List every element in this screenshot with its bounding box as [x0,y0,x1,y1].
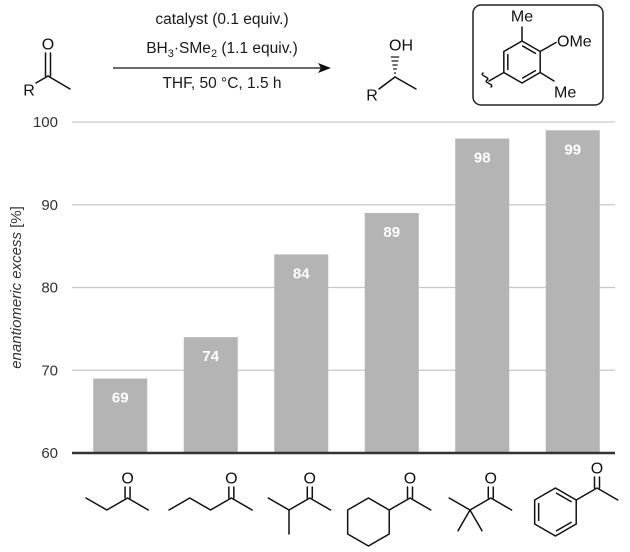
bar-value-label: 84 [293,265,310,282]
methyl-branch-bond [469,509,483,532]
oxygen-label: O [121,471,133,488]
carbon-chain [388,497,432,511]
reagent-subscript: 3 [168,48,174,60]
ring-inner-double-bond [521,69,537,79]
carbon-chain [448,497,513,511]
reaction-arrow [113,63,331,73]
bottom-methyl-label: Me [554,85,576,102]
substrate-structures: O O O O [85,461,619,547]
solvent-condition: THF, 50 °C, 1.5 h [162,75,281,92]
attachment-bond [488,71,505,82]
carbon-chain [575,487,619,501]
bar [183,337,238,453]
reagent-part: (1.1 equiv.) [217,40,298,57]
methyl-bond [394,76,417,90]
carbon-chain [267,497,332,511]
reaction-scheme: O R catalyst (0.1 equiv.) BH3·SMe2 (1.1 … [23,4,604,106]
methyl-bond [47,75,71,90]
benzene-ring [533,487,577,537]
bar-value-label: 98 [474,150,491,167]
hydroxyl-label: OH [389,38,413,55]
substrate-structure: O [448,471,513,532]
oxygen-label: O [225,471,237,488]
r-group-label: R [23,83,35,100]
cyclohexane-ring [346,497,390,547]
r-group-label: R [366,88,378,105]
oxygen-label: O [485,471,497,488]
carbon-chain [168,497,253,511]
product-alcohol: OH R [366,38,417,105]
y-axis-label: enantiomeric excess [%] [8,206,25,369]
benzene-ring [503,40,541,84]
bar-value-label: 74 [202,348,219,365]
y-tick-label: 80 [41,280,58,297]
r-bond [378,76,396,90]
bar [455,138,510,454]
bar [274,254,329,453]
bar [93,378,148,453]
substrate-structure: O [85,471,150,511]
reagent-subscript: 2 [211,48,217,60]
y-tick-label: 60 [41,445,58,462]
y-tick-label: 100 [33,114,58,131]
methoxy-label: OMe [557,34,592,51]
bar [545,130,600,453]
reagent-part: BH [146,40,168,57]
arrow-head [318,63,331,73]
oxygen-label: O [591,461,603,478]
bottom-methyl-bond [539,71,555,82]
oxygen-label: O [304,471,316,488]
oxygen-label: O [42,37,54,54]
y-axis-label-quantity: enantiomeric excess [8,232,25,369]
substrate-ketone: O R [23,37,71,100]
substrate-structure: O [346,471,432,547]
catalyst-aryl-box: Me OMe Me [472,4,604,106]
substrate-structure: O [533,461,619,537]
bar-value-label: 99 [564,141,581,158]
reagent-condition: BH3·SMe2 (1.1 equiv.) [146,40,298,60]
aryl-frame [472,4,604,106]
bar-chart: 69 74 84 89 98 99 60 70 80 90 100 enantiomeric exce… [8,114,615,462]
methoxy-bond [539,41,557,53]
ring-inner-double-bond [555,492,572,503]
y-tick-label: 90 [41,197,58,214]
catalyst-condition: catalyst (0.1 equiv.) [155,11,288,28]
bar-value-label: 69 [112,390,129,407]
y-axis-label-unit: [%] [8,206,25,232]
reagent-part: ·SMe [174,40,211,57]
oxygen-label: O [404,471,416,488]
substrate-structure: O [168,471,253,511]
top-methyl-label: Me [511,9,533,26]
methyl-branch-bond [457,509,471,532]
substrate-structure: O [267,471,332,535]
wavy-attachment-icon [481,72,493,88]
ring-inner-double-bond [521,45,537,55]
bar [364,213,419,453]
ring-inner-double-bond [555,521,572,532]
y-tick-label: 70 [41,362,58,379]
r-bond [35,75,49,84]
carbon-chain [85,497,150,511]
bar-value-label: 89 [383,224,400,241]
